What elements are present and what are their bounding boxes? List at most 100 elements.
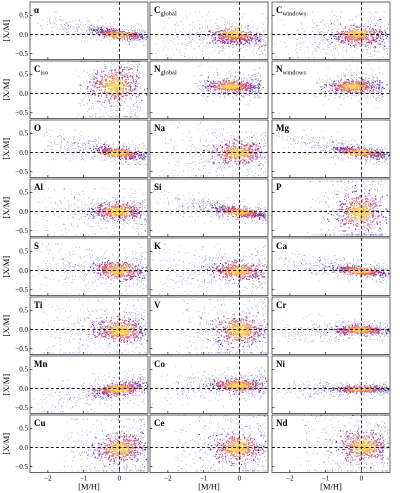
star-point	[355, 37, 357, 40]
star-point	[238, 37, 240, 39]
star-point	[260, 80, 261, 81]
star-point	[212, 52, 214, 54]
star-point	[121, 82, 124, 84]
star-point	[55, 11, 57, 13]
star-point	[225, 25, 226, 27]
star-point	[113, 38, 115, 40]
star-point	[156, 53, 157, 54]
star-point	[106, 36, 108, 38]
star-point	[37, 22, 39, 24]
star-point	[331, 31, 333, 33]
star-point	[220, 44, 222, 46]
star-point	[46, 21, 48, 22]
star-point	[49, 22, 51, 23]
star-point	[249, 39, 251, 42]
star-point	[115, 105, 117, 107]
star-point	[63, 31, 65, 33]
star-point	[135, 32, 137, 34]
star-point	[370, 34, 372, 36]
star-point	[332, 29, 333, 30]
star-point	[241, 34, 243, 36]
panel-frame	[271, 1, 391, 60]
star-point	[229, 89, 231, 90]
star-point	[110, 30, 111, 31]
star-point	[120, 106, 122, 108]
star-point	[253, 85, 254, 87]
star-point	[252, 91, 254, 93]
star-point	[352, 35, 354, 37]
star-point	[234, 88, 236, 90]
star-point	[350, 44, 351, 46]
star-point	[388, 24, 389, 25]
star-point	[222, 35, 225, 37]
star-point	[247, 25, 248, 26]
star-point	[247, 89, 249, 91]
star-point	[301, 23, 303, 25]
star-point	[49, 18, 51, 20]
star-point	[113, 31, 115, 33]
star-point	[237, 37, 238, 39]
star-point	[84, 28, 86, 30]
star-point	[225, 85, 227, 87]
star-point	[241, 88, 243, 90]
star-point	[354, 29, 356, 31]
star-point	[353, 24, 355, 27]
star-point	[228, 46, 229, 47]
star-point	[137, 65, 139, 67]
star-point	[101, 74, 102, 76]
star-point	[374, 31, 376, 33]
star-point	[83, 27, 85, 28]
star-point	[124, 32, 126, 34]
star-point	[184, 55, 185, 57]
star-point	[139, 86, 140, 88]
star-point	[360, 41, 363, 43]
star-point	[215, 86, 217, 88]
star-point	[227, 30, 228, 32]
star-point	[227, 83, 229, 86]
star-point	[188, 40, 190, 42]
star-point	[369, 34, 371, 35]
star-point	[296, 52, 297, 54]
star-point	[379, 81, 381, 83]
star-point	[326, 23, 328, 24]
star-point	[121, 76, 123, 78]
star-point	[100, 31, 102, 34]
star-point	[249, 84, 251, 86]
star-point	[348, 40, 350, 41]
star-point	[346, 80, 348, 82]
star-point	[384, 26, 385, 27]
star-point	[118, 33, 120, 35]
star-point	[329, 79, 331, 80]
star-point	[342, 57, 344, 59]
star-point	[251, 88, 253, 90]
star-point	[111, 84, 113, 86]
star-point	[217, 81, 219, 83]
star-point	[323, 35, 325, 37]
star-point	[236, 84, 238, 86]
star-point	[116, 37, 118, 39]
star-point	[138, 73, 140, 74]
star-point	[264, 45, 266, 47]
star-point	[353, 28, 355, 30]
star-point	[250, 82, 252, 84]
star-point	[90, 79, 92, 81]
star-point	[228, 35, 230, 37]
star-point	[284, 42, 286, 43]
star-point	[221, 82, 222, 84]
star-point	[114, 64, 116, 66]
star-point	[259, 81, 261, 82]
star-point	[226, 39, 228, 41]
star-point	[378, 100, 380, 102]
star-point	[376, 33, 378, 35]
star-point	[96, 26, 98, 28]
star-point	[250, 32, 251, 33]
star-point	[252, 41, 254, 43]
star-point	[202, 86, 203, 88]
star-point	[207, 43, 209, 45]
star-point	[368, 40, 370, 42]
star-point	[263, 48, 265, 50]
star-point	[202, 40, 203, 42]
star-point	[221, 80, 223, 82]
star-point	[112, 74, 114, 76]
star-point	[211, 32, 213, 33]
